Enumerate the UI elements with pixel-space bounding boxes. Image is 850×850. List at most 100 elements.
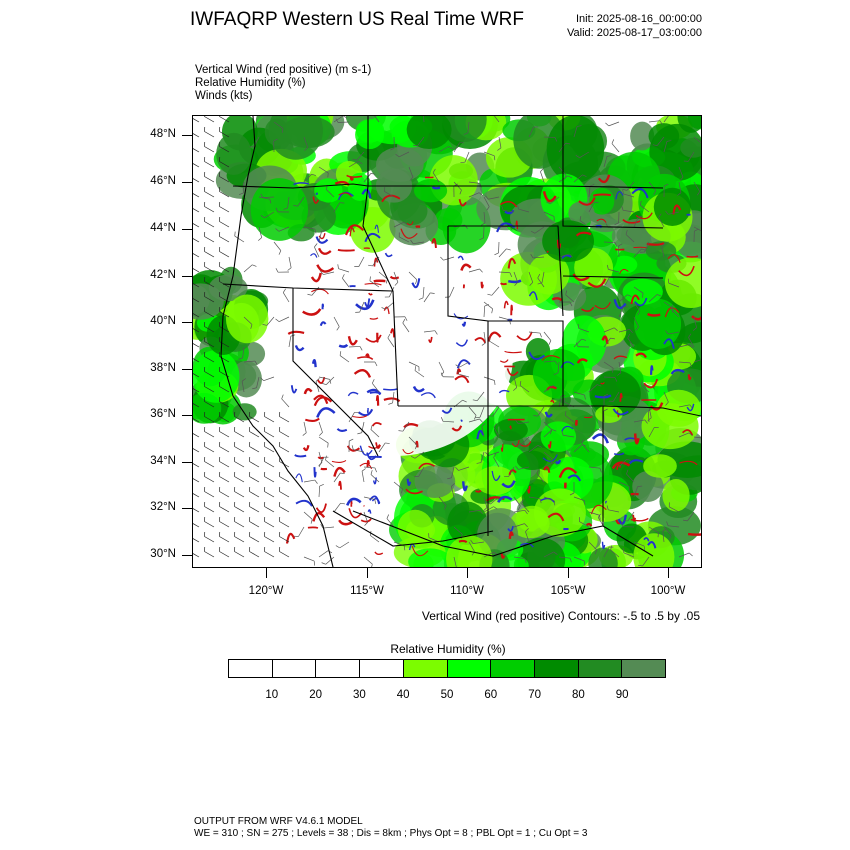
vertical-wind-contour bbox=[454, 375, 470, 384]
wind-barb bbox=[588, 466, 602, 473]
wind-barb bbox=[603, 393, 609, 408]
lon-label: 120°W bbox=[248, 585, 284, 597]
wind-barb bbox=[481, 331, 486, 346]
wind-barb bbox=[413, 136, 425, 147]
wind-barb bbox=[193, 416, 200, 423]
wind-barb bbox=[468, 192, 483, 198]
wind-barb bbox=[460, 151, 470, 163]
wind-barb bbox=[543, 385, 558, 393]
wind-barb bbox=[219, 292, 230, 303]
vertical-wind-contour bbox=[461, 481, 468, 492]
vertical-wind-contour bbox=[461, 321, 467, 327]
wind-barb bbox=[533, 406, 545, 417]
vertical-wind-contour bbox=[503, 300, 509, 309]
wind-barb bbox=[678, 404, 693, 409]
lon-label: 105°W bbox=[550, 585, 586, 597]
wind-barb bbox=[279, 502, 290, 513]
plot-title: IWFAQRP Western US Real Time WRF bbox=[190, 9, 524, 30]
wind-barb bbox=[543, 496, 556, 506]
state-boundaries bbox=[220, 116, 701, 567]
vertical-wind-contour bbox=[451, 425, 463, 432]
wind-barb bbox=[234, 547, 245, 558]
humidity-patch bbox=[622, 278, 663, 305]
vertical-wind-contour bbox=[611, 461, 631, 470]
wind-barb bbox=[219, 427, 230, 438]
wind-barb bbox=[348, 346, 363, 351]
vertical-wind-contour bbox=[474, 337, 487, 344]
vertical-wind-contour bbox=[319, 321, 327, 327]
wind-barb bbox=[219, 532, 230, 543]
vertical-wind-contour bbox=[686, 403, 695, 412]
wind-barb bbox=[408, 436, 418, 450]
wind-barb bbox=[663, 526, 672, 540]
wind-barb bbox=[633, 216, 643, 228]
humidity-patch bbox=[250, 178, 309, 241]
wind-barb bbox=[579, 517, 590, 528]
vertical-wind-contour bbox=[682, 429, 694, 436]
valid-time: Valid: 2025-08-17_03:00:00 bbox=[567, 27, 702, 39]
wind-barb bbox=[633, 419, 648, 424]
vertical-wind-contour bbox=[619, 392, 623, 402]
wind-barb bbox=[348, 438, 354, 453]
wind-barb bbox=[279, 412, 290, 423]
vertical-wind-contour bbox=[508, 531, 514, 539]
wind-barb bbox=[678, 344, 693, 349]
vertical-wind-contour bbox=[613, 452, 625, 456]
wind-barb bbox=[372, 116, 380, 123]
colorbar bbox=[228, 659, 666, 678]
wind-barb bbox=[481, 423, 486, 438]
wind-barb bbox=[393, 221, 408, 228]
wind-barb bbox=[219, 472, 230, 483]
vertical-wind-contour bbox=[591, 433, 610, 444]
wind-barb bbox=[357, 421, 365, 435]
wind-barb bbox=[423, 330, 438, 335]
vertical-wind-contour bbox=[593, 193, 612, 197]
colorbar-cell bbox=[534, 660, 579, 677]
vertical-wind-contour bbox=[542, 191, 557, 203]
colorbar-tick-label: 70 bbox=[528, 689, 541, 701]
wind-barb bbox=[648, 526, 659, 538]
vertical-wind-contour bbox=[406, 221, 414, 226]
vertical-wind-contour bbox=[555, 459, 562, 465]
wind-barb bbox=[318, 376, 332, 384]
wind-barb bbox=[573, 174, 587, 183]
vertical-wind-contour bbox=[500, 553, 506, 559]
colorbar-cell bbox=[272, 660, 317, 677]
wind-barb bbox=[219, 487, 230, 498]
state-line-wa-or bbox=[232, 183, 369, 189]
vertical-wind-contour bbox=[349, 227, 355, 237]
wind-barbs bbox=[193, 116, 701, 567]
wind-barb bbox=[193, 386, 200, 393]
wind-barb bbox=[408, 361, 420, 372]
wind-barb bbox=[445, 286, 455, 298]
wind-barb bbox=[626, 469, 635, 483]
wind-barb bbox=[513, 271, 519, 286]
wind-barb bbox=[447, 466, 455, 480]
wind-barb bbox=[193, 536, 200, 543]
wind-barb bbox=[483, 506, 498, 513]
lat-label: 42°N bbox=[150, 269, 176, 281]
wind-barb bbox=[348, 161, 363, 168]
wind-barb bbox=[371, 379, 380, 393]
wind-barb bbox=[494, 241, 500, 256]
wind-barb bbox=[577, 323, 590, 333]
wind-barb bbox=[603, 327, 618, 333]
wind-barb bbox=[204, 116, 215, 123]
lat-label: 44°N bbox=[150, 222, 176, 234]
vertical-wind-contours bbox=[285, 174, 701, 559]
colorbar-tick-label: 40 bbox=[396, 689, 410, 701]
lon-label: 110°W bbox=[450, 585, 484, 597]
wind-barb bbox=[483, 376, 496, 385]
wind-barb bbox=[219, 502, 230, 513]
wind-barb bbox=[275, 316, 290, 322]
vertical-wind-contour bbox=[366, 388, 382, 396]
lat-label: 46°N bbox=[150, 175, 176, 187]
wind-barb bbox=[537, 273, 545, 288]
wind-barb bbox=[303, 173, 317, 183]
humidity-patch bbox=[645, 241, 677, 261]
vertical-wind-contour bbox=[497, 495, 513, 504]
wind-barb bbox=[543, 360, 558, 365]
wind-barb bbox=[543, 551, 558, 558]
wind-barb bbox=[204, 262, 215, 273]
wind-barb bbox=[279, 532, 290, 543]
